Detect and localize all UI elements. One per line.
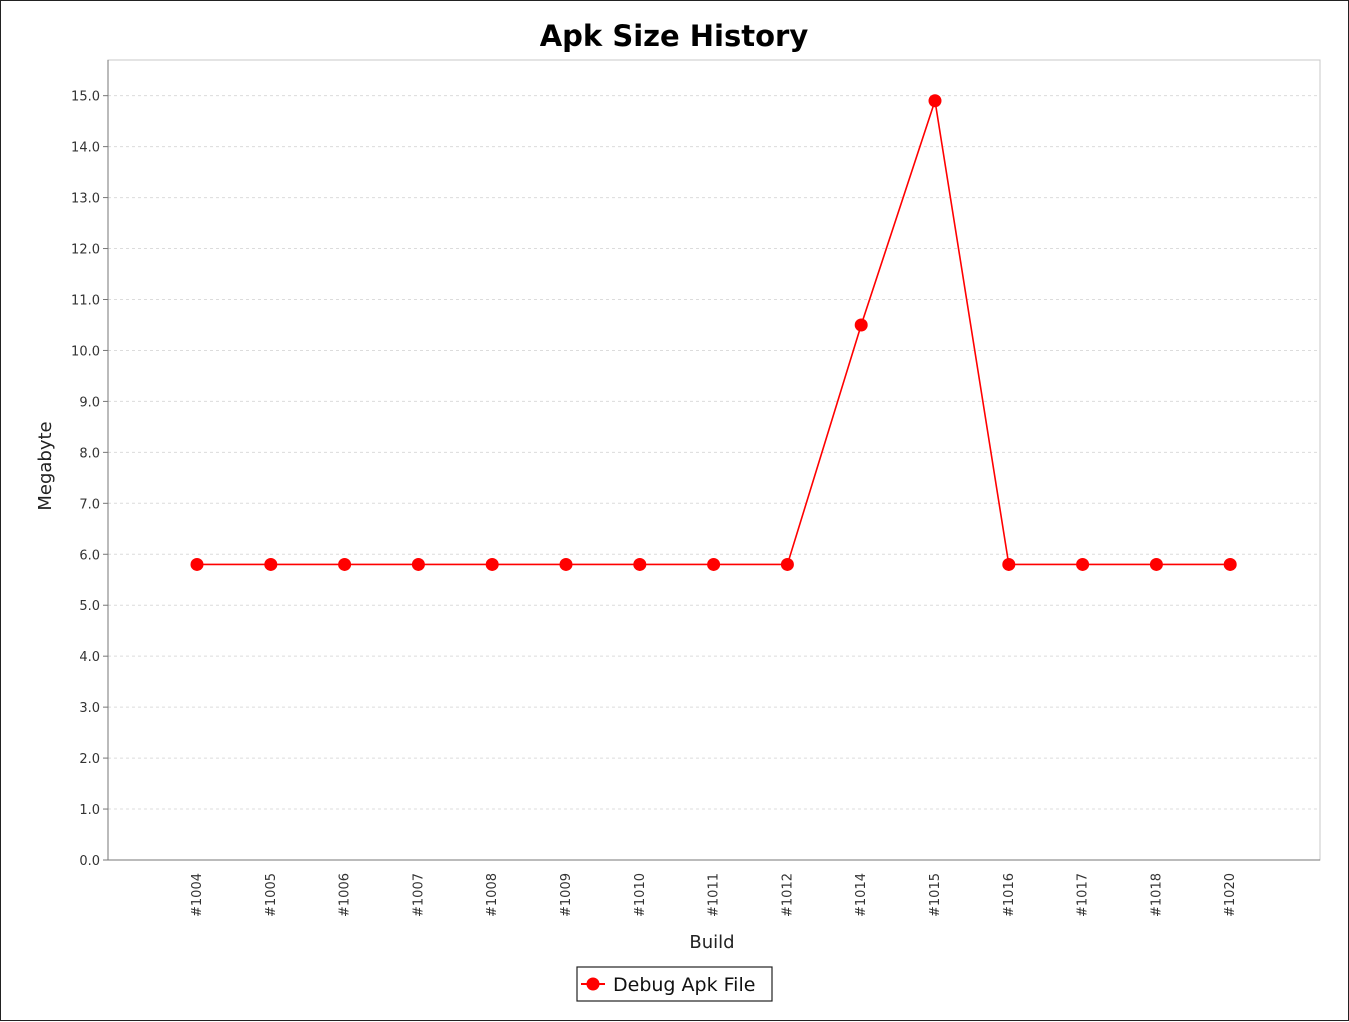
y-tick-label: 14.0 xyxy=(71,141,100,156)
data-point xyxy=(485,557,499,571)
chart-title: Apk Size History xyxy=(540,19,809,53)
y-tick-label: 13.0 xyxy=(71,192,100,207)
legend-label-debug-apk-file: Debug Apk File xyxy=(613,974,755,996)
x-tick-label: #1007 xyxy=(411,873,426,917)
y-tick-label: 10.0 xyxy=(71,344,100,359)
x-tick-label: #1015 xyxy=(928,873,943,917)
x-tick-label: #1008 xyxy=(485,873,500,917)
x-tick-label: #1018 xyxy=(1149,873,1164,917)
data-point xyxy=(1002,557,1016,571)
data-point xyxy=(707,557,721,571)
data-point xyxy=(338,557,352,571)
data-point xyxy=(411,557,425,571)
x-tick-label: #1005 xyxy=(264,873,279,917)
y-tick-label: 1.0 xyxy=(79,803,100,818)
data-point xyxy=(264,557,278,571)
y-tick-label: 7.0 xyxy=(79,497,100,512)
y-tick-label: 4.0 xyxy=(79,650,100,665)
x-axis: #1004 #1005 #1006 #1007 #1008 #1009 #1010 #1011… xyxy=(108,859,1320,917)
x-tick-label: #1006 xyxy=(338,873,353,917)
plot-area xyxy=(107,59,1321,861)
x-tick-label: #1012 xyxy=(780,873,795,917)
data-point xyxy=(190,557,204,571)
y-axis: 0.0 1.0 2.0 3.0 4.0 5.0 6.0 7.0 8.0 9.0 10.0 11.0 12… xyxy=(71,60,109,869)
data-point xyxy=(1223,557,1237,571)
x-tick-label: #1016 xyxy=(1002,873,1017,917)
x-tick-label: #1010 xyxy=(633,873,648,917)
y-tick-label: 15.0 xyxy=(71,90,100,105)
x-tick-label: #1020 xyxy=(1223,873,1238,917)
y-tick-label: 9.0 xyxy=(79,395,100,410)
x-tick-label: #1004 xyxy=(190,873,205,917)
y-tick-label: 11.0 xyxy=(71,293,100,308)
y-tick-label: 2.0 xyxy=(79,752,100,767)
series-layer xyxy=(190,94,1237,571)
data-point xyxy=(1149,557,1163,571)
x-tick-label: #1009 xyxy=(559,873,574,917)
data-point xyxy=(854,318,868,332)
y-tick-label: 6.0 xyxy=(79,548,100,563)
x-tick-label: #1017 xyxy=(1076,873,1091,917)
data-point xyxy=(1076,557,1090,571)
y-axis-label: Megabyte xyxy=(35,421,56,510)
legend: Debug Apk File xyxy=(576,966,773,1002)
y-tick-label: 5.0 xyxy=(79,599,100,614)
data-point xyxy=(780,557,794,571)
x-tick-label: #1014 xyxy=(854,873,869,917)
legend-marker-icon xyxy=(586,977,600,991)
y-tick-label: 0.0 xyxy=(79,854,100,869)
y-tick-label: 3.0 xyxy=(79,701,100,716)
gridlines xyxy=(108,95,1320,810)
data-point xyxy=(633,557,647,571)
x-tick-label: #1011 xyxy=(707,873,722,917)
data-point xyxy=(559,557,573,571)
data-point xyxy=(928,94,942,108)
y-tick-label: 12.0 xyxy=(71,243,100,258)
y-tick-label: 8.0 xyxy=(79,446,100,461)
x-axis-label: Build xyxy=(689,932,734,953)
legend-box xyxy=(576,966,773,1002)
